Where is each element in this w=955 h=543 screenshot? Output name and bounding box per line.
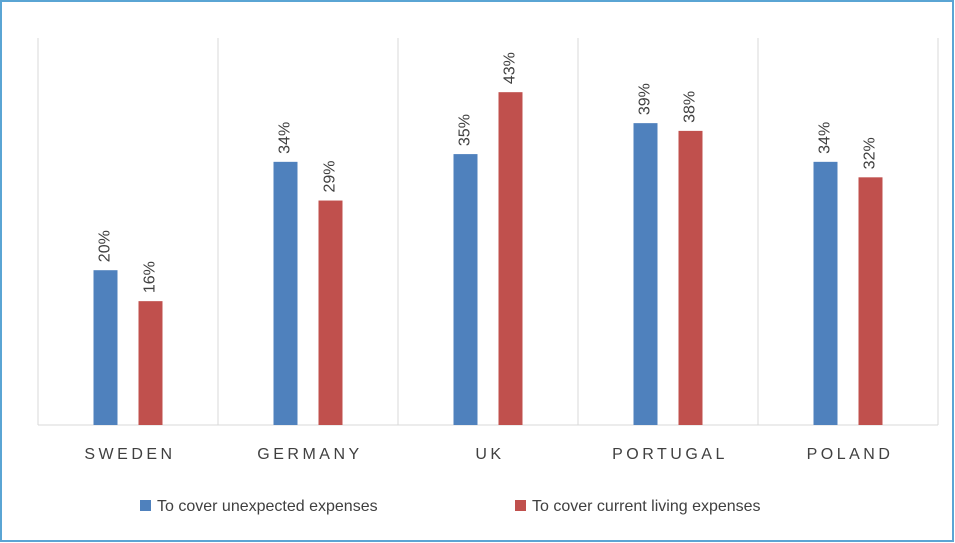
- bar: [633, 123, 658, 425]
- legend-label: To cover unexpected expenses: [157, 498, 378, 515]
- data-label: 39%: [637, 83, 654, 115]
- bar: [678, 130, 703, 425]
- bar: [858, 177, 883, 425]
- bar: [93, 270, 118, 425]
- data-label: 29%: [322, 161, 339, 193]
- x-tick-label: SWEDEN: [84, 446, 175, 463]
- data-label: 16%: [142, 261, 159, 293]
- data-label: 34%: [277, 122, 294, 154]
- data-label: 35%: [457, 114, 474, 146]
- legend-swatch: [515, 500, 526, 511]
- data-label: 20%: [97, 230, 114, 262]
- bar: [498, 92, 523, 426]
- bar: [453, 154, 478, 425]
- legend-label: To cover current living expenses: [532, 498, 761, 515]
- data-label: 38%: [682, 91, 699, 123]
- x-tick-label: PORTUGAL: [612, 446, 728, 463]
- bar: [138, 301, 163, 425]
- bar: [318, 200, 343, 425]
- x-tick-label: UK: [475, 446, 504, 463]
- legend-swatch: [140, 500, 151, 511]
- data-label: 32%: [862, 137, 879, 169]
- data-label: 34%: [817, 122, 834, 154]
- x-tick-label: GERMANY: [257, 446, 362, 463]
- x-tick-label: POLAND: [807, 446, 894, 463]
- bar: [273, 161, 298, 425]
- bar: [813, 161, 838, 425]
- data-label: 43%: [502, 52, 519, 84]
